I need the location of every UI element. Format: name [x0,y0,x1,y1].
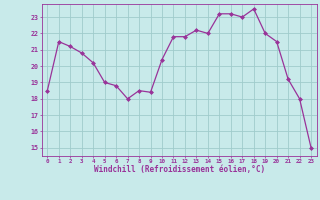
X-axis label: Windchill (Refroidissement éolien,°C): Windchill (Refroidissement éolien,°C) [94,165,265,174]
